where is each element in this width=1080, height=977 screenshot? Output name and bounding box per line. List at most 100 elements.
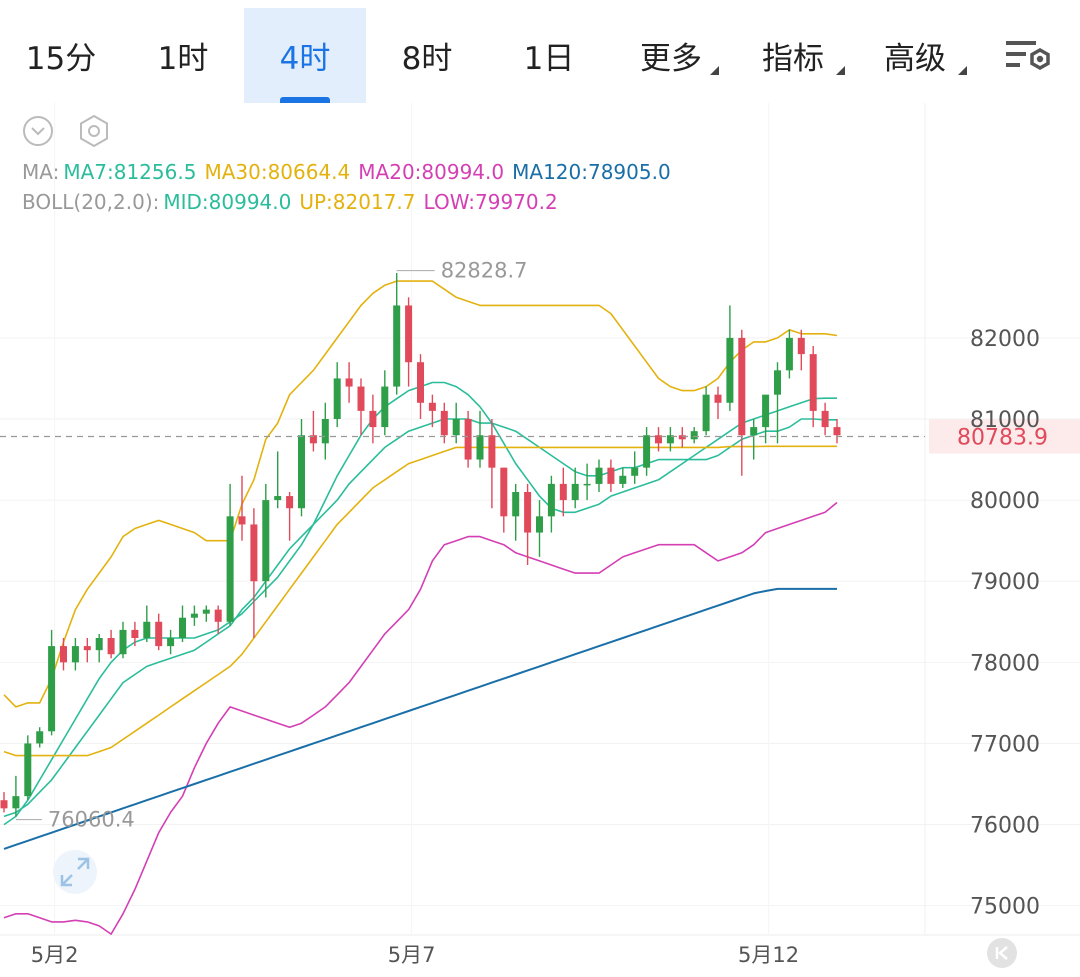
candle-body <box>762 394 770 428</box>
candle-body <box>726 337 734 403</box>
candle <box>131 621 139 647</box>
y-tick-label: 81000 <box>970 408 1040 433</box>
x-tick-label: 5月7 <box>388 943 436 967</box>
candle-body <box>440 410 448 436</box>
candle-body <box>702 394 710 432</box>
candle-body <box>476 435 484 460</box>
y-tick-label: 79000 <box>970 570 1040 595</box>
series-boll_up <box>3 280 838 708</box>
candlestick-chart[interactable]: 82828.7 76060.4 80783.9 82000 81000 80000 790… <box>0 103 1080 977</box>
candle-body <box>60 646 67 663</box>
candle <box>666 427 674 452</box>
series-ma120 <box>3 587 837 850</box>
candle-body <box>131 629 139 638</box>
candle <box>464 410 472 468</box>
candle-body <box>405 305 413 363</box>
candle <box>500 467 508 533</box>
tab-4h[interactable]: 4时 <box>244 8 366 103</box>
candle-body <box>464 419 472 460</box>
series-ma30 <box>3 445 837 757</box>
hexagon-icon[interactable] <box>77 114 111 148</box>
tab-indicators[interactable]: 指标 <box>732 8 854 103</box>
candle-body <box>345 378 353 387</box>
candle-body <box>179 617 186 638</box>
tab-1h[interactable]: 1时 <box>157 41 209 77</box>
candle <box>655 427 662 452</box>
candle <box>262 483 270 598</box>
candle-body <box>226 516 234 622</box>
expand-arrows-icon[interactable] <box>52 849 98 895</box>
x-tick-label: 5月12 <box>738 943 799 967</box>
candle <box>476 410 484 468</box>
candle-body <box>381 386 389 428</box>
dropdown-triangle-icon <box>958 66 967 75</box>
boll-up-label: UP:82017.7 <box>299 190 416 214</box>
tab-more[interactable]: 更多 <box>610 8 732 103</box>
candle <box>48 629 56 736</box>
candle-body <box>524 492 532 533</box>
candle-body <box>119 629 127 655</box>
candle <box>143 605 151 643</box>
ma30-label: MA30:80664.4 <box>204 160 351 184</box>
chevron-down-circle-icon[interactable] <box>22 115 54 147</box>
candle-body <box>595 467 603 484</box>
tab-8h[interactable]: 8时 <box>401 41 453 77</box>
candle-body <box>95 638 103 651</box>
series-boll_low <box>3 501 838 935</box>
boll-low-label: LOW:79970.2 <box>423 190 558 214</box>
chart-area[interactable]: 82828.7 76060.4 80783.9 82000 81000 80000 790… <box>0 103 1080 977</box>
candle-body <box>238 516 246 525</box>
skip-to-start-icon[interactable] <box>986 937 1018 969</box>
candle <box>357 378 365 436</box>
candle <box>595 459 603 492</box>
candle <box>393 273 401 395</box>
candle-body <box>821 410 829 428</box>
candle <box>488 419 496 509</box>
ma7-label: MA7:81256.5 <box>63 160 197 184</box>
candle <box>286 492 294 541</box>
candle <box>678 427 686 448</box>
y-tick-label: 76000 <box>970 814 1040 839</box>
tab-advanced[interactable]: 高级 <box>854 8 976 103</box>
chart-settings-icon[interactable] <box>1004 38 1054 78</box>
candle <box>12 775 20 817</box>
candle-body <box>83 646 91 651</box>
candle <box>571 467 579 509</box>
candle <box>24 735 32 801</box>
candle <box>619 467 627 488</box>
candle-body <box>655 435 662 444</box>
candle <box>369 394 377 444</box>
candle-body <box>559 483 567 501</box>
candle <box>440 402 448 444</box>
candle <box>60 638 67 671</box>
candle <box>607 459 615 492</box>
tab-1d[interactable]: 1日 <box>523 41 575 77</box>
current-price-tag <box>929 419 1080 454</box>
candle <box>833 419 841 444</box>
candle-body <box>393 305 401 387</box>
tab-15m[interactable]: 15分 <box>25 41 97 77</box>
ma-prefix: MA: <box>22 160 60 184</box>
candle <box>381 370 389 436</box>
candle-body <box>666 435 674 444</box>
candle <box>809 346 817 428</box>
candle <box>83 638 91 663</box>
candle <box>452 402 460 444</box>
candle-body <box>690 431 698 440</box>
candle <box>785 329 793 379</box>
candle-body <box>167 638 175 647</box>
candle <box>417 354 424 419</box>
candle <box>274 451 282 509</box>
candle <box>405 297 413 387</box>
candle <box>202 605 210 622</box>
candle <box>512 483 520 541</box>
candle-body <box>24 743 32 797</box>
candle-body <box>357 386 365 411</box>
candle <box>298 419 305 517</box>
candle-body <box>107 638 115 655</box>
candle <box>36 727 44 748</box>
candle-body <box>643 435 651 468</box>
boll-prefix: BOLL(20,2.0): <box>22 190 160 214</box>
x-tick-label: 5月2 <box>31 943 79 967</box>
dropdown-triangle-icon <box>710 66 719 75</box>
